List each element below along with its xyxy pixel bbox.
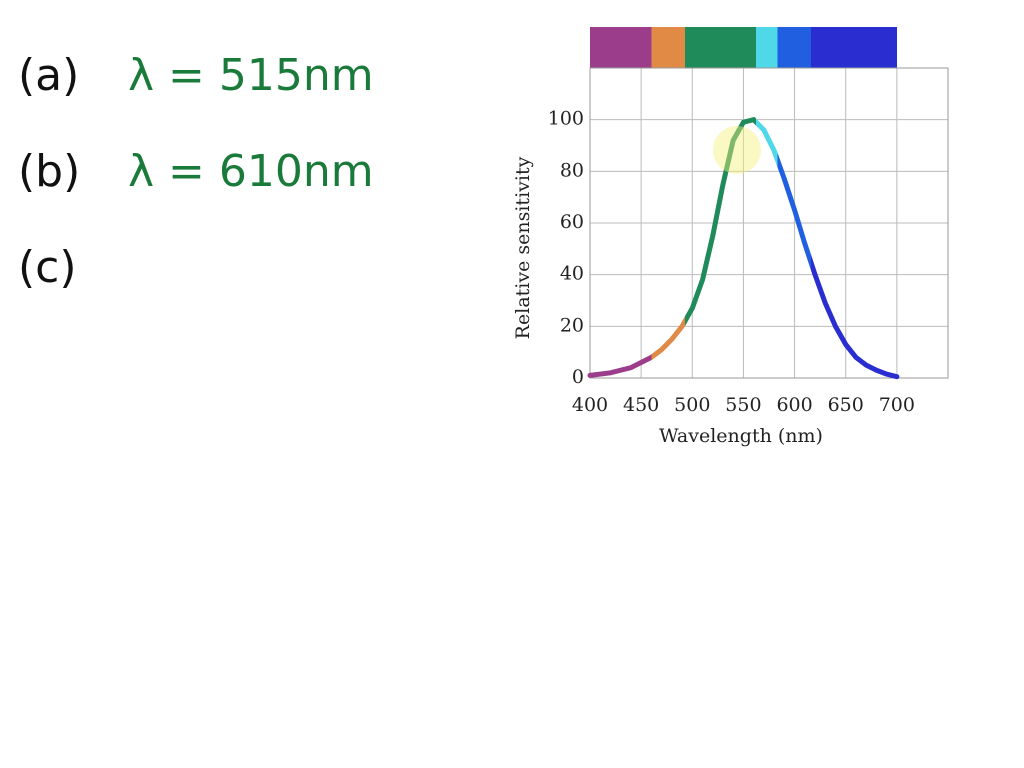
y-tick-label: 60 xyxy=(560,211,584,233)
spectrum-bar xyxy=(590,27,897,68)
sensitivity-curve xyxy=(587,116,900,380)
note-text: λ = 610nm xyxy=(128,146,374,197)
y-axis-label: Relative sensitivity xyxy=(512,156,534,339)
x-tick-label: 650 xyxy=(828,394,864,416)
notes: (a) λ = 515nm (b) λ = 610nm (c) xyxy=(18,50,374,293)
y-tick-label: 40 xyxy=(560,263,584,285)
cursor-highlight xyxy=(713,126,761,174)
plot-frame xyxy=(589,67,949,379)
y-tick-label: 80 xyxy=(560,159,584,181)
x-tick-label: 550 xyxy=(725,394,761,416)
note-text: λ = 515nm xyxy=(128,50,374,101)
y-tick-label: 100 xyxy=(548,108,584,130)
x-tick-label: 600 xyxy=(776,394,812,416)
note-label: (b) xyxy=(18,146,80,197)
x-axis-label: Wavelength (nm) xyxy=(659,425,823,447)
y-tick-label: 20 xyxy=(560,314,584,336)
x-tick-label: 400 xyxy=(572,394,608,416)
chart: 400 450 500 550 600 650 700 0 20 40 60 80 100 Wavelen… xyxy=(512,67,949,447)
note-label: (a) xyxy=(18,50,79,101)
x-tick-label: 700 xyxy=(879,394,915,416)
x-tick-label: 500 xyxy=(674,394,710,416)
x-tick-label: 450 xyxy=(623,394,659,416)
y-tick-label: 0 xyxy=(572,366,584,388)
note-label: (c) xyxy=(18,242,77,293)
